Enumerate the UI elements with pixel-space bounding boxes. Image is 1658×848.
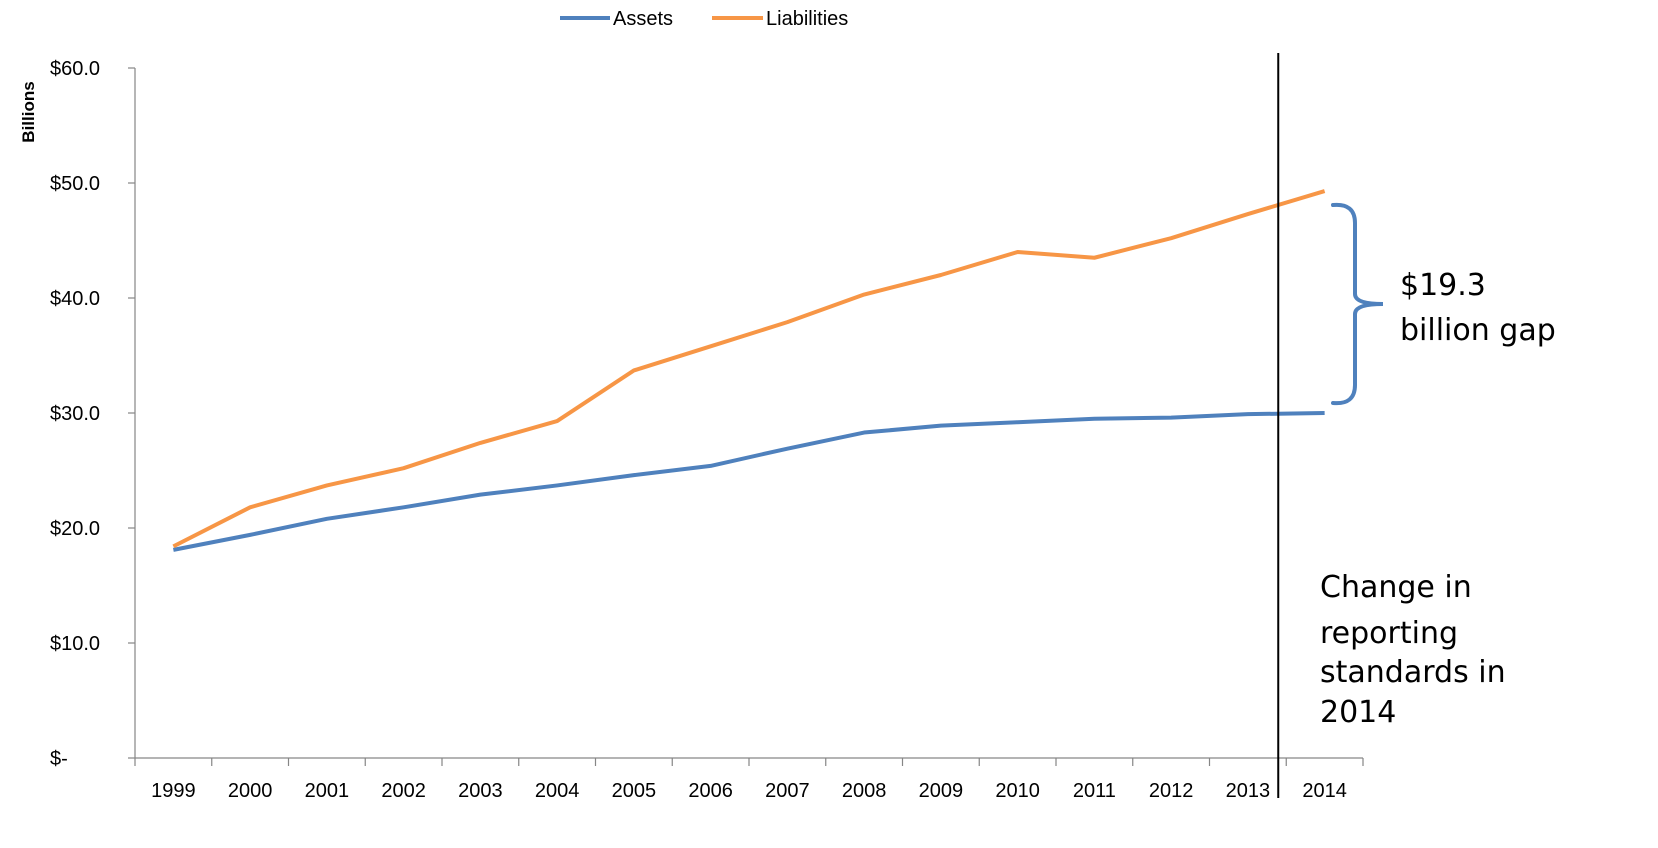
y-tick-label: $60.0 <box>50 58 100 80</box>
series-line-assets <box>172 411 1325 552</box>
x-tick-label: 2006 <box>688 780 733 802</box>
x-axis-ticks: 1999 2000 2001 2002 2003 2004 2005 2006 2007 2008… <box>134 758 1364 802</box>
y-tick-label: $- <box>50 748 68 770</box>
x-tick-label: 2011 <box>1073 780 1116 802</box>
x-tick-label: 2010 <box>995 780 1040 802</box>
legend-label-assets: Assets <box>613 8 673 30</box>
y-tick-label: $30.0 <box>50 403 100 425</box>
x-tick-label: 2014 <box>1302 780 1347 802</box>
x-tick-label: 2000 <box>228 780 273 802</box>
x-tick-label: 2005 <box>612 780 657 802</box>
change-note: Change in reporting standards in 2014 <box>1320 570 1506 730</box>
y-tick-label: $10.0 <box>50 633 100 655</box>
x-tick-label: 2009 <box>919 780 964 802</box>
y-tick-label: $50.0 <box>50 173 100 195</box>
legend-label-liabilities: Liabilities <box>766 8 848 30</box>
x-tick-label: 2003 <box>458 780 503 802</box>
x-tick-label: 2001 <box>305 780 350 802</box>
legend: Assets Liabilities <box>560 8 848 30</box>
x-tick-label: 2007 <box>765 780 810 802</box>
series-layer <box>172 189 1326 552</box>
gap-label-amount: $19.3 <box>1400 268 1486 303</box>
x-tick-label: 1999 <box>151 780 196 802</box>
gap-bracket <box>1331 202 1384 406</box>
gap-label-text: billion gap <box>1400 313 1556 348</box>
x-tick-label: 2013 <box>1226 780 1271 802</box>
y-axis-label: Billions <box>19 81 38 142</box>
change-note-line-3: standards in <box>1320 655 1506 690</box>
y-axis-ticks: $- $10.0 $20.0 $30.0 $40.0 $50.0 $60.0 <box>50 58 135 770</box>
series-line-liabilities <box>172 189 1326 549</box>
x-tick-label: 2012 <box>1149 780 1194 802</box>
y-tick-label: $40.0 <box>50 288 100 310</box>
x-tick-label: 2008 <box>842 780 887 802</box>
x-tick-label: 2004 <box>535 780 580 802</box>
change-note-line-1: Change in <box>1320 570 1472 605</box>
change-note-line-4: 2014 <box>1320 695 1396 730</box>
x-tick-label: 2002 <box>381 780 426 802</box>
y-tick-label: $20.0 <box>50 518 100 540</box>
change-note-line-2: reporting <box>1320 616 1458 651</box>
